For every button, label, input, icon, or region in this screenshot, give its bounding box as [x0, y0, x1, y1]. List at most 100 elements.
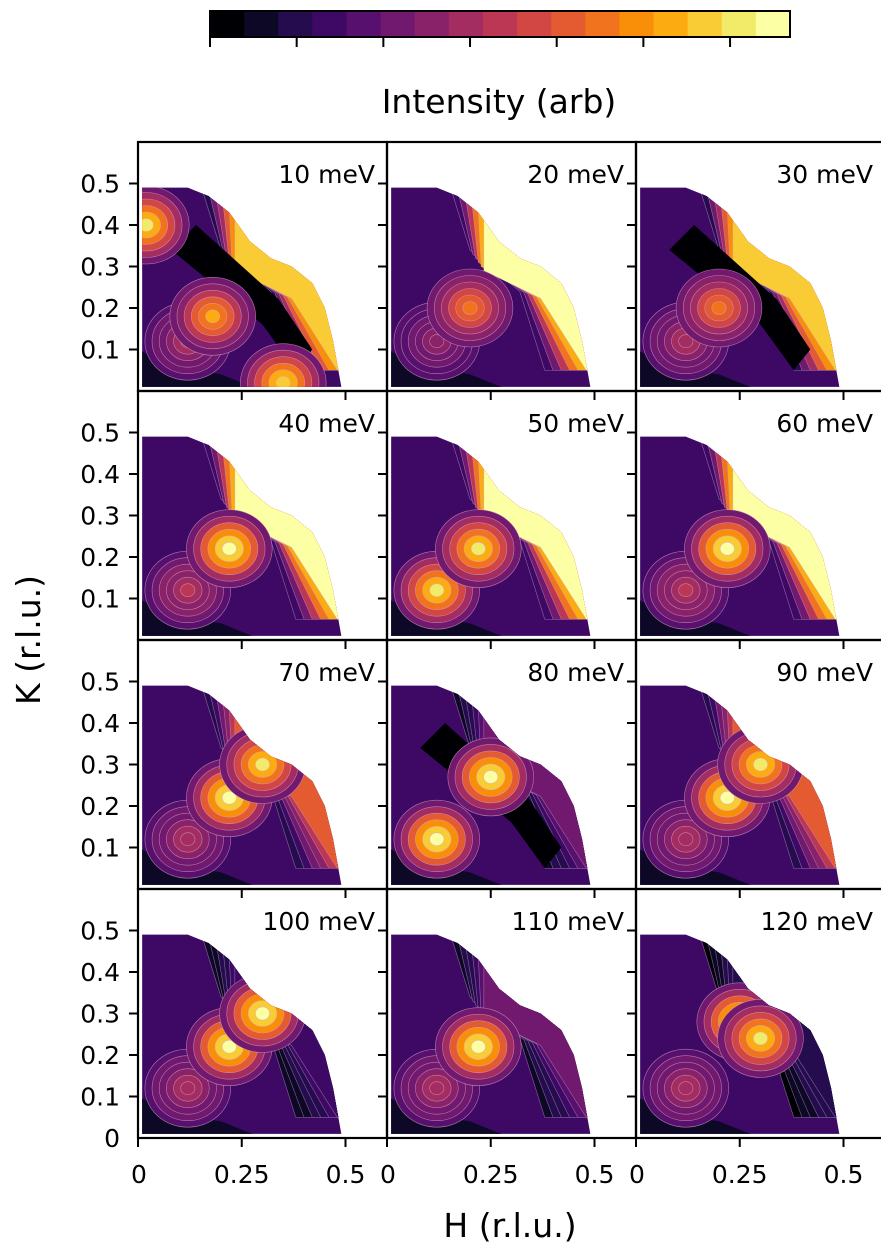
y-tick-label: 0.1 — [80, 336, 120, 365]
y-tick-label: 0.2 — [80, 1041, 120, 1070]
intensity-low — [640, 598, 761, 636]
intensity-low — [640, 847, 761, 885]
y-tick-label: 0.5 — [80, 170, 120, 199]
intensity-peak-contour — [180, 583, 196, 597]
intensity-peak-contour — [275, 375, 291, 387]
energy-label: 90 meV — [776, 658, 873, 687]
y-tick-label: 0.1 — [80, 1083, 120, 1112]
intensity-peak-contour — [719, 541, 735, 556]
y-tick-label: 0.1 — [80, 834, 120, 863]
y-tick-label: 0.5 — [80, 668, 120, 697]
x-tick-labels: 0 0.25 0.5 0 0.25 0.5 0 0.25 0.5 — [131, 1160, 863, 1189]
intensity-peak-contour — [429, 1081, 445, 1095]
x-axis-label: H (r.l.u.) — [443, 1206, 576, 1243]
panel-60-meV: 60 meV — [627, 389, 881, 649]
colorbar-segment — [312, 11, 348, 37]
x-tick-label: 0.25 — [214, 1160, 270, 1189]
colorbar-segment — [278, 11, 313, 37]
panel-grid: 10 meV 20 meV 30 meV 40 meV 50 meV 60 meV 70 m… — [129, 140, 881, 1147]
colorbar-segment — [585, 11, 621, 37]
colorbar-segment — [687, 11, 723, 37]
y-tick-label: 0.3 — [80, 253, 120, 282]
y-tick-label: 0.4 — [80, 211, 120, 240]
intensity-peak-contour — [429, 334, 445, 348]
energy-label: 10 meV — [278, 160, 375, 189]
panel-110-meV: 110 meV — [378, 887, 638, 1147]
intensity-peak-contour — [429, 583, 445, 597]
colorbar-segment — [517, 11, 552, 37]
intensity-peak-contour — [180, 1081, 196, 1095]
intensity-low — [640, 1096, 761, 1134]
y-tick-label: 0.3 — [80, 502, 120, 531]
colorbar — [209, 10, 791, 47]
colorbar-segment — [653, 11, 689, 37]
y-tick-label: 0.4 — [80, 709, 120, 738]
intensity-peak-contour — [753, 757, 768, 772]
intensity-low — [142, 1096, 263, 1134]
y-tick-label: 0.5 — [80, 419, 120, 448]
energy-label: 30 meV — [776, 160, 873, 189]
intensity-peak-contour — [429, 832, 445, 846]
energy-label: 70 meV — [278, 658, 375, 687]
y-tick-label: 0.1 — [80, 585, 120, 614]
energy-label: 100 meV — [263, 907, 376, 936]
y-tick-label: 0.2 — [80, 543, 120, 572]
intensity-low — [142, 598, 263, 636]
x-tick-label: 0.5 — [575, 1160, 615, 1189]
intensity-low — [391, 1096, 512, 1134]
intensity-low — [142, 847, 263, 885]
colorbar-segment — [755, 11, 791, 37]
intensity-peak-contour — [483, 770, 499, 784]
intensity-peak-contour — [221, 541, 237, 556]
intensity-peak-contour — [678, 334, 694, 348]
colorbar-segment — [380, 11, 416, 37]
energy-label: 40 meV — [278, 409, 375, 438]
intensity-peak-contour — [711, 301, 727, 315]
intensity-peak-contour — [678, 832, 694, 846]
intensity-peak-contour — [221, 790, 237, 805]
y-tick-label: 0.5 — [80, 917, 120, 946]
intensity-peak-contour — [462, 301, 478, 315]
intensity-peak-contour — [470, 1039, 486, 1054]
panel-90-meV: 90 meV — [627, 638, 881, 898]
colorbar-segment — [414, 11, 450, 37]
energy-label: 20 meV — [527, 160, 624, 189]
y-tick-label: 0.4 — [80, 460, 120, 489]
y-tick-label: 0.2 — [80, 792, 120, 821]
energy-label: 120 meV — [761, 907, 874, 936]
intensity-peak-contour — [142, 218, 154, 232]
x-tick-label: 0.25 — [463, 1160, 519, 1189]
intensity-low — [391, 598, 512, 636]
colorbar-segment — [448, 11, 484, 37]
y-axis-label: K (r.l.u.) — [9, 575, 48, 705]
intensity-peak-contour — [753, 1031, 768, 1046]
x-tick-label: 0 — [380, 1160, 396, 1189]
panel-120-meV: 120 meV — [627, 887, 881, 1147]
intensity-low — [391, 847, 512, 885]
intensity-peak-contour — [255, 1006, 270, 1021]
y-tick-label: 0 — [104, 1124, 120, 1153]
intensity-peak-contour — [678, 583, 694, 597]
panel-20-meV: 20 meV — [378, 140, 638, 400]
intensity-peak-contour — [180, 832, 196, 846]
colorbar-segment — [210, 11, 245, 37]
energy-label: 50 meV — [527, 409, 624, 438]
x-tick-label: 0 — [131, 1160, 147, 1189]
y-tick-label: 0.2 — [80, 294, 120, 323]
colorbar-segment — [346, 11, 382, 37]
colorbar-segment — [482, 11, 518, 37]
panel-30-meV: 30 meV — [627, 140, 881, 400]
y-tick-label: 0.3 — [80, 1000, 120, 1029]
panel-70-meV: 70 meV — [129, 638, 389, 898]
intensity-peak-contour — [255, 757, 270, 772]
panel-40-meV: 40 meV — [129, 389, 389, 649]
y-tick-label: 0.4 — [80, 958, 120, 987]
energy-label: 110 meV — [512, 907, 625, 936]
intensity-peak-contour — [221, 1039, 237, 1054]
colorbar-segment — [244, 11, 279, 37]
panel-80-meV: 80 meV — [378, 638, 638, 898]
x-tick-label: 0 — [629, 1160, 645, 1189]
energy-label: 80 meV — [527, 658, 624, 687]
colorbar-label: Intensity (arb) — [382, 82, 617, 121]
